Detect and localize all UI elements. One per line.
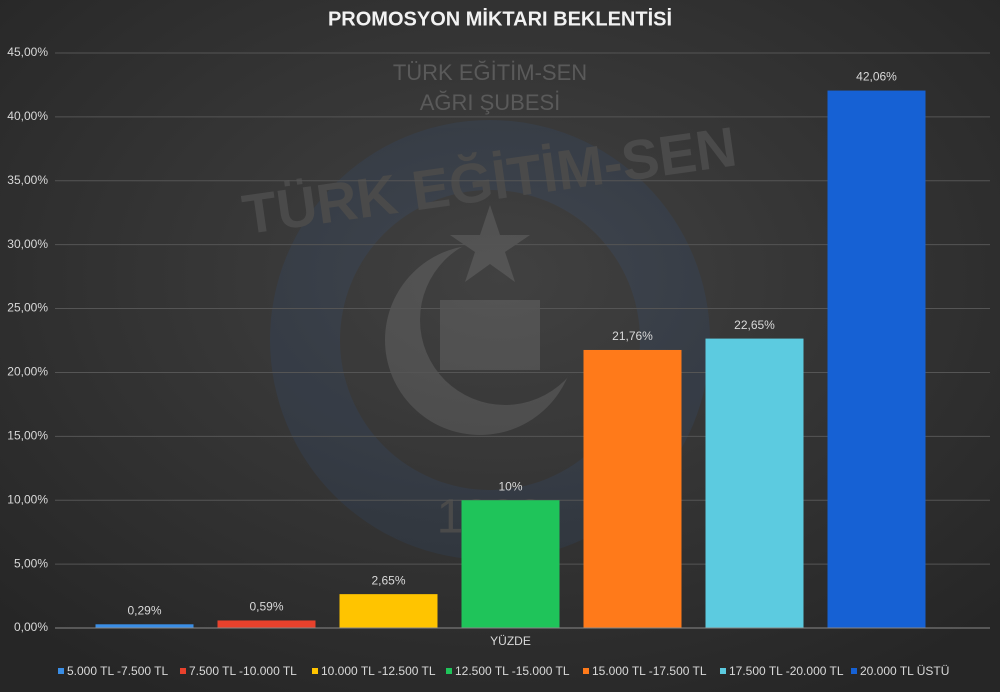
bar (339, 594, 438, 628)
bar (95, 624, 194, 628)
y-tick-label: 20,00% (7, 365, 48, 379)
y-tick-label: 5,00% (14, 556, 48, 570)
y-tick-label: 30,00% (7, 237, 48, 251)
chart-title: PROMOSYON MİKTARI BEKLENTİSİ (328, 7, 672, 30)
watermark-text: TÜRK EĞİTİM-SEN (393, 60, 587, 85)
y-tick-label: 15,00% (7, 429, 48, 443)
bar (705, 338, 804, 628)
x-tick-label: YÜZDE (490, 634, 531, 648)
legend-label: 5.000 TL -7.500 TL (67, 664, 169, 678)
data-label: 21,76% (612, 329, 653, 343)
bar (217, 620, 316, 628)
legend-swatch (446, 668, 452, 674)
legend-swatch (312, 668, 318, 674)
legend-label: 12.500 TL -15.000 TL (455, 664, 570, 678)
legend-label: 20.000 TL ÜSTÜ (860, 664, 949, 678)
bar (461, 500, 560, 628)
legend-label: 7.500 TL -10.000 TL (189, 664, 297, 678)
data-label: 0,29% (127, 603, 161, 617)
bar (583, 349, 682, 628)
legend-swatch (583, 668, 589, 674)
y-tick-label: 10,00% (7, 492, 48, 506)
y-tick-label: 45,00% (7, 45, 48, 59)
data-label: 0,59% (249, 600, 283, 614)
y-tick-label: 35,00% (7, 173, 48, 187)
legend-label: 15.000 TL -17.500 TL (592, 664, 707, 678)
data-label: 22,65% (734, 318, 775, 332)
y-tick-label: 40,00% (7, 109, 48, 123)
legend-label: 17.500 TL -20.000 TL (729, 664, 844, 678)
legend-swatch (851, 668, 857, 674)
legend-swatch (720, 668, 726, 674)
data-label: 10% (498, 479, 522, 493)
legend-label: 10.000 TL -12.500 TL (321, 664, 436, 678)
y-tick-label: 0,00% (14, 620, 48, 634)
data-label: 42,06% (856, 70, 897, 84)
watermark-text: AĞRI ŞUBESİ (420, 90, 561, 115)
legend-swatch (58, 668, 64, 674)
legend-swatch (180, 668, 186, 674)
data-label: 2,65% (371, 573, 405, 587)
y-tick-label: 25,00% (7, 301, 48, 315)
bar (827, 90, 926, 629)
